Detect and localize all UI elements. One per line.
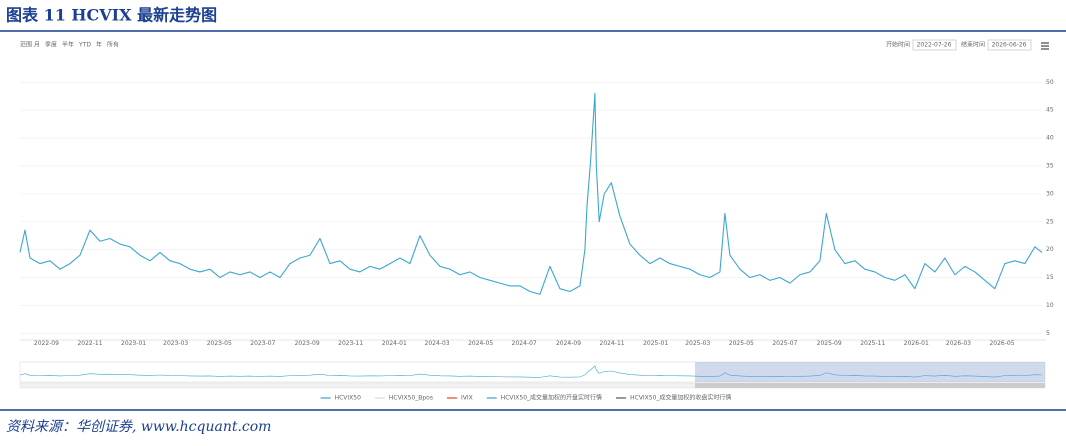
x-tick-label: 2023-03 [163,340,188,347]
menu-icon[interactable] [1041,42,1049,50]
navigator-selection[interactable] [695,362,1045,382]
legend-label[interactable]: HCVIX50_Bpos [389,395,433,402]
x-tick-label: 2025-07 [772,340,797,347]
x-tick-label: 2023-11 [338,340,363,347]
series-line [19,92,1043,295]
x-tick-label: 2025-09 [817,340,842,347]
range-button[interactable]: 所有 [107,41,119,49]
range-button[interactable]: 半年 [62,41,74,49]
y-tick-label: 35 [1046,162,1054,169]
end-label: 结束时间 [961,41,985,49]
legend-label[interactable]: HCVIX50_成交量加权的开盘实时行情 [501,394,602,402]
x-tick-label: 2022-11 [77,340,102,347]
x-tick-label: 2026-03 [946,340,971,347]
x-tick-label: 2024-09 [556,340,581,347]
y-tick-label: 15 [1046,274,1054,281]
x-tick-label: 2023-01 [121,340,146,347]
end-date-input[interactable] [987,39,1032,51]
source-note: 资料来源：华创证券, www.hcquant.com [6,419,271,435]
x-tick-label: 2023-05 [207,340,232,347]
scrollbar-thumb[interactable] [695,383,1045,388]
y-tick-label: 25 [1046,218,1054,225]
x-tick-label: 2024-05 [468,340,493,347]
x-tick-label: 2025-11 [860,340,885,347]
x-tick-label: 2022-09 [34,340,59,347]
start-date-input[interactable] [912,39,957,51]
x-tick-label: 2025-03 [685,340,710,347]
range-label: 范围 [20,41,32,49]
legend-label[interactable]: HCVIX50 [335,395,362,402]
x-tick-label: 2025-05 [729,340,754,347]
end-date[interactable]: 2026-06-26 [992,42,1027,49]
x-tick-label: 2024-01 [382,340,407,347]
x-tick-label: 2023-09 [295,340,320,347]
navigator [19,361,1046,383]
start-label: 开始时间 [886,41,910,49]
range-button[interactable]: 年 [96,41,102,49]
legend-label[interactable]: IVIX [461,395,473,402]
legend-label[interactable]: HCVIX50_成交量加权的收盘实时行情 [630,394,731,402]
x-tick-label: 2024-03 [425,340,450,347]
range-button[interactable]: YTD [78,42,91,49]
y-tick-label: 30 [1046,190,1054,197]
page-title: 图表 11 HCVIX 最新走势图 [6,6,217,25]
start-date[interactable]: 2022-07-26 [917,42,952,49]
x-tick-label: 2025-01 [643,340,668,347]
y-tick-label: 50 [1046,79,1054,86]
x-tick-label: 2026-05 [989,340,1014,347]
x-tick-label: 2023-07 [250,340,275,347]
range-button[interactable]: 月 [34,42,40,49]
x-tick-label: 2024-11 [600,340,625,347]
range-button[interactable]: 季度 [45,41,57,49]
y-tick-label: 45 [1046,107,1054,114]
x-tick-label: 2026-01 [904,340,929,347]
y-tick-label: 10 [1046,302,1054,309]
navigator-line [19,365,1043,378]
y-tick-label: 20 [1046,246,1054,253]
y-tick-label: 40 [1046,135,1054,142]
x-tick-label: 2024-07 [512,340,537,347]
y-tick-label: 5 [1046,330,1050,337]
